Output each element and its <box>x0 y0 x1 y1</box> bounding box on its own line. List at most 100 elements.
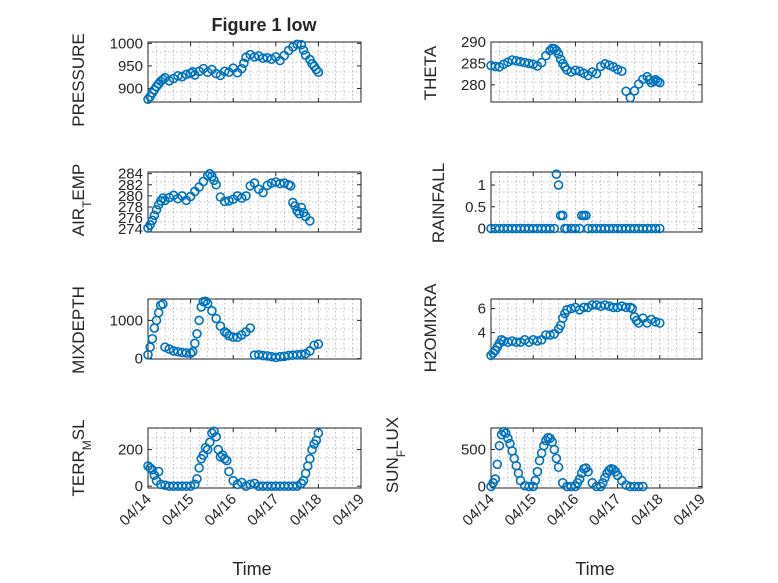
data-point-theta <box>625 92 636 103</box>
x-tick-label: 04/19 <box>670 491 709 530</box>
data-point-rainfall <box>549 223 560 234</box>
data-point-terr-msl <box>153 466 164 477</box>
ylabel-terr-msl: TERRMSL <box>69 419 94 496</box>
data-point-mixdepth <box>153 307 164 318</box>
panel-rainfall: RAINFALL 0 0.5 1 <box>429 163 703 243</box>
data-point-air-temp <box>149 210 160 221</box>
data-point-pressure <box>311 64 322 75</box>
ylabel-sun-flux: SUNFLUX <box>383 417 408 493</box>
x-tick-label: 04/16 <box>544 491 583 530</box>
data-point-sun-flux <box>524 481 534 492</box>
data-point-h2omixra <box>627 303 638 314</box>
data-point-terr-msl <box>305 453 315 464</box>
y-tick-label: 280 <box>461 77 486 94</box>
data-point-rainfall <box>581 210 591 221</box>
data-point-terr-msl <box>224 466 234 477</box>
data-point-air-temp <box>241 191 251 201</box>
xlabel-left: Time <box>232 559 271 579</box>
x-tick-label: 04/16 <box>201 491 240 530</box>
data-point-sun-flux <box>574 474 585 484</box>
y-tick-label: 0.5 <box>465 199 486 216</box>
data-point-terr-msl <box>211 431 221 442</box>
data-point-terr-msl <box>192 474 202 484</box>
data-point-h2omixra <box>579 302 589 313</box>
data-point-theta <box>490 61 501 72</box>
x-tick-label: 04/17 <box>244 491 283 530</box>
data-point-sun-flux <box>600 472 610 483</box>
data-point-sun-flux <box>494 440 505 451</box>
y-tick-label: 1000 <box>110 312 143 329</box>
y-tick-label: 282 <box>118 177 143 194</box>
data-point-terr-msl <box>194 463 204 473</box>
data-point-theta <box>570 65 581 76</box>
data-point-h2omixra <box>562 304 572 315</box>
data-point-air-temp <box>258 187 268 198</box>
data-point-h2omixra <box>532 336 543 346</box>
data-point-theta <box>524 58 534 69</box>
y-tick-label: 1000 <box>110 35 143 52</box>
data-point-air-temp <box>219 196 230 207</box>
data-point-rainfall <box>557 210 568 221</box>
data-point-sun-flux <box>633 481 644 492</box>
y-tick-label: 500 <box>461 441 486 458</box>
data-point-sun-flux <box>638 481 648 492</box>
data-point-h2omixra <box>654 318 665 328</box>
data-point-mixdepth <box>211 313 221 324</box>
data-point-pressure <box>219 66 230 77</box>
data-point-mixdepth <box>309 340 319 351</box>
data-point-air-temp <box>296 202 307 213</box>
y-tick-label: 0 <box>135 351 143 368</box>
data-point-sun-flux <box>549 444 560 455</box>
data-point-pressure <box>158 74 168 85</box>
data-point-h2omixra <box>650 316 661 327</box>
data-point-air-temp <box>158 193 168 203</box>
data-point-theta <box>536 57 547 68</box>
data-point-theta <box>591 68 602 79</box>
data-point-rainfall <box>654 223 665 234</box>
y-tick-label: 290 <box>461 34 486 51</box>
x-tick-label: 04/14 <box>116 491 155 530</box>
data-point-terr-msl <box>145 463 155 473</box>
data-point-rainfall <box>570 223 581 234</box>
data-point-h2omixra <box>557 313 568 324</box>
data-point-mixdepth <box>228 332 238 343</box>
data-point-mixdepth <box>185 348 196 359</box>
x-tick-label: 04/15 <box>501 491 540 530</box>
data-point-terr-msl <box>190 479 200 490</box>
y-tick-label: 6 <box>478 301 486 318</box>
panel-terr-msl: TERRMSL 04/14 04/15 04/16 04/17 04/18 04/19 0 2… <box>69 419 368 529</box>
axes-box-theta <box>490 41 703 103</box>
data-point-h2omixra <box>631 315 642 326</box>
axes-box-air-temp <box>147 171 362 233</box>
panel-mixdepth: MIXDEPTH 0 1000 <box>69 286 362 374</box>
y-tick-label: 274 <box>118 221 143 238</box>
data-point-mixdepth <box>147 333 158 344</box>
data-point-air-temp <box>202 171 213 181</box>
data-point-sun-flux <box>538 440 549 451</box>
data-point-mixdepth <box>158 299 168 309</box>
x-tick-label: 04/17 <box>586 491 625 530</box>
ylabel-air-temp: AIRTEMP <box>69 164 94 237</box>
data-point-terr-msl <box>204 437 215 448</box>
data-point-air-temp <box>305 216 315 226</box>
data-point-terr-msl <box>209 426 219 437</box>
x-tick-label: 04/18 <box>287 491 326 530</box>
data-point-mixdepth <box>202 298 213 309</box>
data-point-sun-flux <box>532 466 543 477</box>
panel-sun-flux: SUNFLUX 04/14 04/15 04/16 04/17 04/18 04/19 0 5… <box>383 417 709 530</box>
y-tick-label: 0 <box>478 479 486 496</box>
data-point-terr-msl <box>147 464 158 475</box>
data-point-theta <box>629 86 640 96</box>
data-point-air-temp <box>224 196 234 206</box>
figure-title: Figure 1 low <box>211 15 317 35</box>
data-point-terr-msl <box>245 479 256 490</box>
data-point-h2omixra <box>600 300 610 310</box>
y-tick-label: 284 <box>118 166 143 183</box>
data-point-sun-flux <box>500 428 511 438</box>
data-point-air-temp <box>211 179 221 190</box>
data-point-air-temp <box>204 168 215 179</box>
ylabel-theta: THETA <box>421 45 440 100</box>
data-point-terr-msl <box>296 478 307 489</box>
data-point-terr-msl <box>313 428 324 438</box>
